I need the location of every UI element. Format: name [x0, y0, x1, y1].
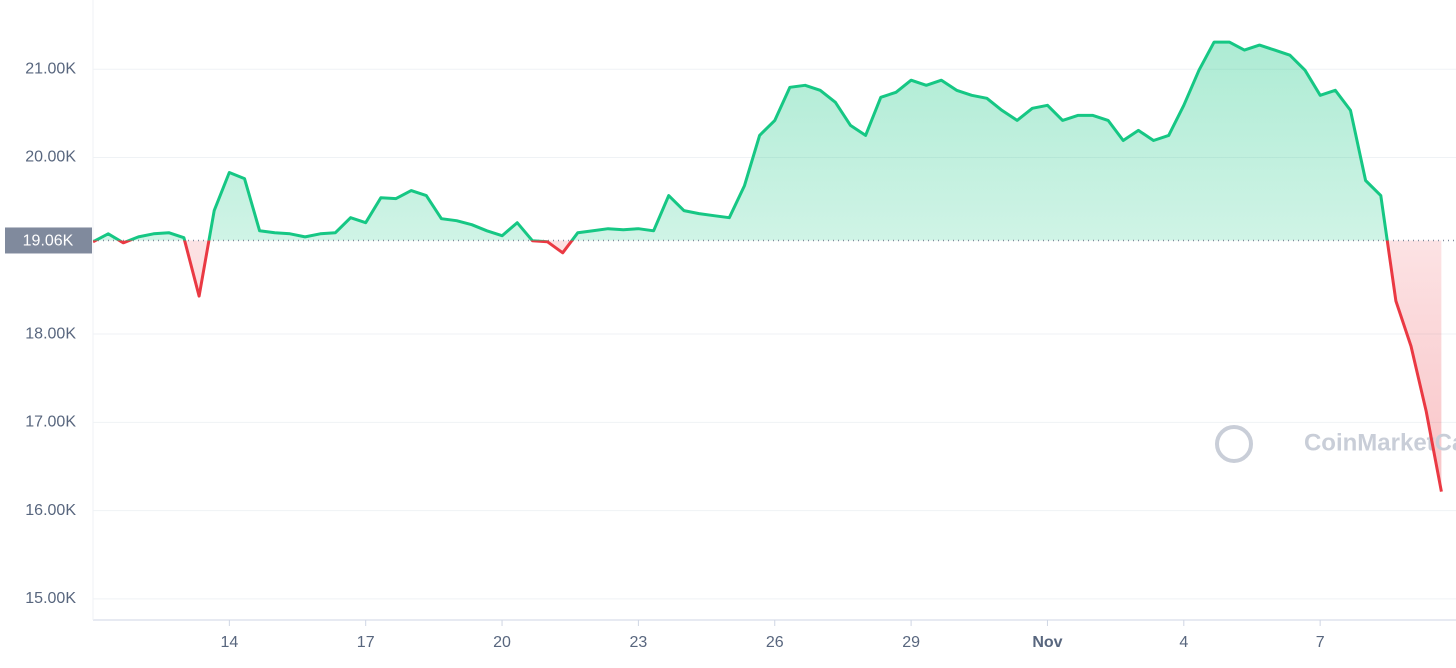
- area-up: [93, 42, 1442, 241]
- x-tick-label: 17: [357, 634, 375, 651]
- x-tick-label: 7: [1316, 634, 1325, 651]
- x-tick-label: 23: [630, 634, 648, 651]
- watermark-logo: [1215, 425, 1253, 463]
- x-tick-label: 26: [766, 634, 784, 651]
- price-line-up: [93, 40, 1389, 241]
- x-tick-label: Nov: [1032, 634, 1062, 651]
- y-tick-label: 18.00K: [25, 325, 76, 342]
- x-tick-label: 29: [902, 634, 920, 651]
- y-tick-label: 21.00K: [25, 60, 76, 77]
- reference-label-box: [5, 227, 92, 254]
- x-tick-label: 4: [1179, 634, 1188, 651]
- x-tick-label: 14: [220, 634, 238, 651]
- x-tick-label: 20: [493, 634, 511, 651]
- y-tick-label: 17.00K: [25, 414, 76, 431]
- y-tick-label: 20.00K: [25, 149, 76, 166]
- y-tick-label: 16.00K: [25, 502, 76, 519]
- y-tick-label: 15.00K: [25, 590, 76, 607]
- reference-label: 19.06K: [23, 233, 74, 250]
